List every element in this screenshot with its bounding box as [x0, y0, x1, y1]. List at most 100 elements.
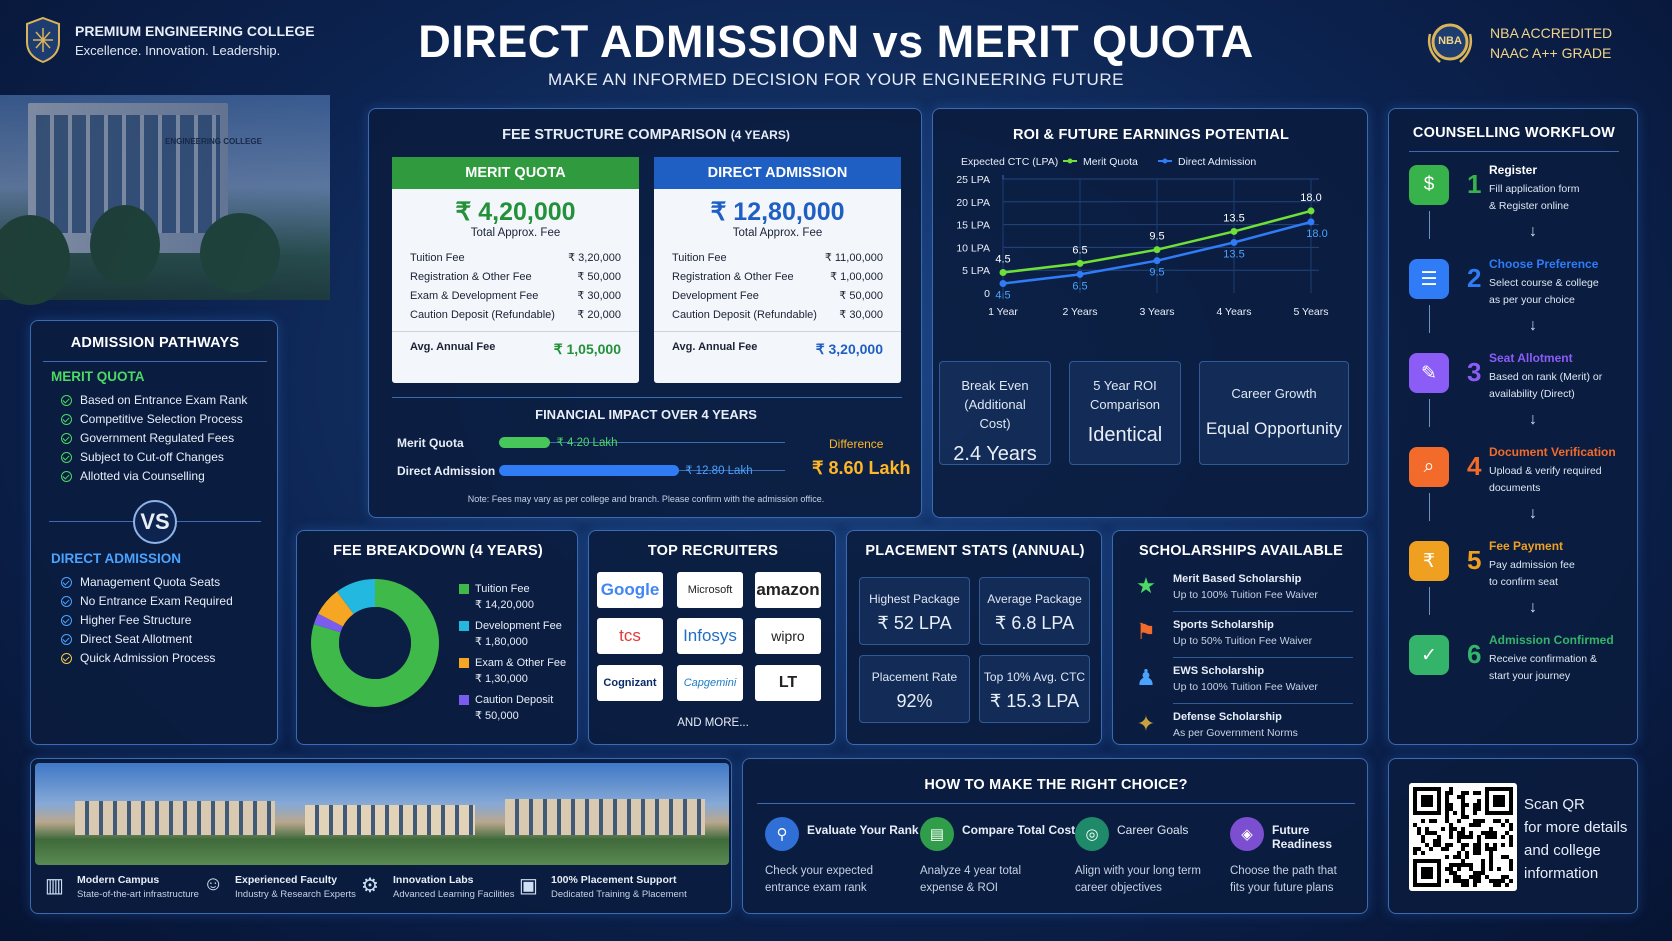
- step-number: 2: [1467, 263, 1482, 293]
- recruiter-logo-google: Google: [597, 572, 663, 608]
- data-point: [1230, 227, 1238, 235]
- placement-title: PLACEMENT STATS (ANNUAL): [865, 543, 1085, 559]
- step-connector: [1429, 587, 1430, 615]
- recruiter-logo-cognizant: Cognizant: [597, 665, 663, 701]
- check-icon: [61, 452, 72, 463]
- step-desc: Select course & college as per your choic…: [1489, 277, 1599, 306]
- check-icon: [61, 471, 72, 482]
- nba-badge-text: NBA: [1438, 35, 1462, 47]
- list-item: Quick Admission Process: [61, 649, 233, 668]
- roi-box-value: Equal Opportunity: [1205, 419, 1343, 438]
- qr-code[interactable]: [1409, 783, 1517, 891]
- merit-quota-heading: MERIT QUOTA: [51, 369, 145, 384]
- y-tick-label: 25 LPA: [956, 174, 990, 186]
- fee-row: Tuition Fee ₹ 11,00,000: [672, 252, 883, 264]
- stat-card: Placement Rate 92%: [859, 655, 970, 723]
- data-point: [1307, 218, 1315, 226]
- scholarship-icon: ✦: [1136, 711, 1156, 736]
- check-icon: [61, 395, 72, 406]
- donut-slice: [318, 591, 354, 627]
- legend-swatch: [459, 584, 469, 594]
- scholarships-title: SCHOLARSHIPS AVAILABLE: [1139, 543, 1343, 559]
- roi-box: Career Growth Equal Opportunity: [1199, 361, 1349, 465]
- roi-box: Break Even (Additional Cost) 2.4 Years: [939, 361, 1051, 465]
- direct-fee-card: DIRECT ADMISSION ₹ 12,80,000 Total Appro…: [654, 157, 901, 383]
- fee-structure-panel: FEE STRUCTURE COMPARISON (4 YEARS) MERIT…: [368, 108, 922, 518]
- step-icon: ✓: [1409, 635, 1449, 675]
- data-point: [1153, 257, 1161, 265]
- choice-icon: ▤: [920, 817, 954, 851]
- y-tick-label: 15 LPA: [956, 220, 990, 232]
- difference-value: ₹ 8.60 Lakh: [812, 458, 911, 478]
- scholarship-icon: ★: [1136, 573, 1156, 598]
- arrow-down-icon: ↓: [1529, 317, 1537, 334]
- direct-total-caption: Total Approx. Fee: [732, 227, 823, 239]
- fee-row: Registration & Other Fee ₹ 1,00,000: [672, 271, 883, 283]
- data-label: 13.5: [1223, 248, 1244, 260]
- roi-box-label: Break Even (Additional Cost): [961, 378, 1029, 431]
- check-icon: [61, 414, 72, 425]
- data-label: 4.5: [995, 253, 1010, 265]
- step-title: Choose Preference: [1489, 257, 1599, 271]
- step-connector: [1429, 493, 1430, 521]
- x-tick-label: 2 Years: [1062, 306, 1097, 318]
- step-desc: Fill application form & Register online: [1489, 183, 1580, 212]
- roi-box-label: 5 Year ROI Comparison: [1089, 378, 1161, 412]
- fee-breakdown-title: FEE BREAKDOWN (4 YEARS): [333, 543, 543, 559]
- arrow-down-icon: ↓: [1529, 599, 1537, 616]
- nba-badge-icon: NBA: [1424, 20, 1476, 68]
- step-icon: $: [1409, 165, 1449, 205]
- recruiter-logo-capgemini: Capgemini: [677, 665, 743, 701]
- merit-fee-card: MERIT QUOTA ₹ 4,20,000 Total Approx. Fee…: [392, 157, 639, 383]
- choice-title: HOW TO MAKE THE RIGHT CHOICE?: [924, 777, 1188, 793]
- donut-hole: [339, 607, 411, 679]
- college-logo: [24, 16, 62, 64]
- list-item: Allotted via Counselling: [61, 467, 247, 486]
- legend-label: Direct Admission: [1178, 156, 1256, 168]
- step-number: 4: [1467, 451, 1482, 481]
- fee-row: Caution Deposit (Refundable) ₹ 30,000: [672, 309, 883, 321]
- check-icon: [61, 577, 72, 588]
- step-desc: Upload & verify required documents: [1489, 465, 1602, 494]
- check-icon: [61, 634, 72, 645]
- step-desc: Based on rank (Merit) or availability (Di…: [1489, 371, 1603, 400]
- data-label: 18.0: [1306, 228, 1327, 240]
- feature-icon: ⚙: [361, 875, 379, 897]
- fee-row: Exam & Development Fee ₹ 30,000: [410, 290, 621, 302]
- legend-marker: [1162, 158, 1168, 164]
- step-title: Register: [1489, 163, 1538, 177]
- difference-label: Difference: [829, 437, 884, 451]
- fee-row: Caution Deposit (Refundable) ₹ 20,000: [410, 309, 621, 321]
- data-label: 18.0: [1300, 192, 1321, 204]
- recruiter-logo-microsoft: Microsoft: [677, 572, 743, 608]
- direct-admission-list: Management Quota Seats No Entrance Exam …: [61, 573, 233, 668]
- roi-box-label: Career Growth: [1231, 386, 1317, 401]
- legend-item: Development Fee ₹ 1,80,000: [459, 620, 579, 648]
- check-icon: [61, 653, 72, 664]
- fee-row: Development Fee ₹ 50,000: [672, 290, 883, 302]
- merit-total-amount: ₹ 4,20,000: [455, 198, 576, 226]
- direct-card-header: DIRECT ADMISSION: [654, 157, 901, 189]
- step-title: Seat Allotment: [1489, 351, 1573, 365]
- fee-row: Registration & Other Fee ₹ 50,000: [410, 271, 621, 283]
- legend-item: Caution Deposit ₹ 50,000: [459, 694, 579, 722]
- scholarship-item: EWS Scholarship Up to 100% Tuition Fee W…: [1173, 665, 1318, 693]
- roi-box: 5 Year ROI Comparison Identical: [1069, 361, 1181, 465]
- impact-direct-value: ₹ 12.80 Lakh: [685, 465, 753, 477]
- impact-merit-label: Merit Quota: [397, 436, 464, 450]
- step-number: 3: [1467, 357, 1482, 387]
- list-item: Direct Seat Allotment: [61, 630, 233, 649]
- financial-impact-title: FINANCIAL IMPACT OVER 4 YEARS: [535, 407, 757, 422]
- impact-direct-bar: [499, 465, 680, 476]
- campus-feature: 100% Placement Support Dedicated Trainin…: [551, 874, 687, 900]
- roi-title: ROI & FUTURE EARNINGS POTENTIAL: [1012, 127, 1290, 143]
- step-icon: ✎: [1409, 353, 1449, 393]
- arrow-down-icon: ↓: [1529, 505, 1537, 522]
- legend-marker: [1067, 158, 1073, 164]
- donut-slice: [313, 613, 344, 633]
- legend-item: Tuition Fee ₹ 14,20,000: [459, 583, 579, 611]
- step-desc: Pay admission fee to confirm seat: [1489, 559, 1575, 588]
- choice-icon: ⚲: [765, 817, 799, 851]
- stat-card: Top 10% Avg. CTC ₹ 15.3 LPA: [979, 655, 1090, 723]
- check-icon: [61, 433, 72, 444]
